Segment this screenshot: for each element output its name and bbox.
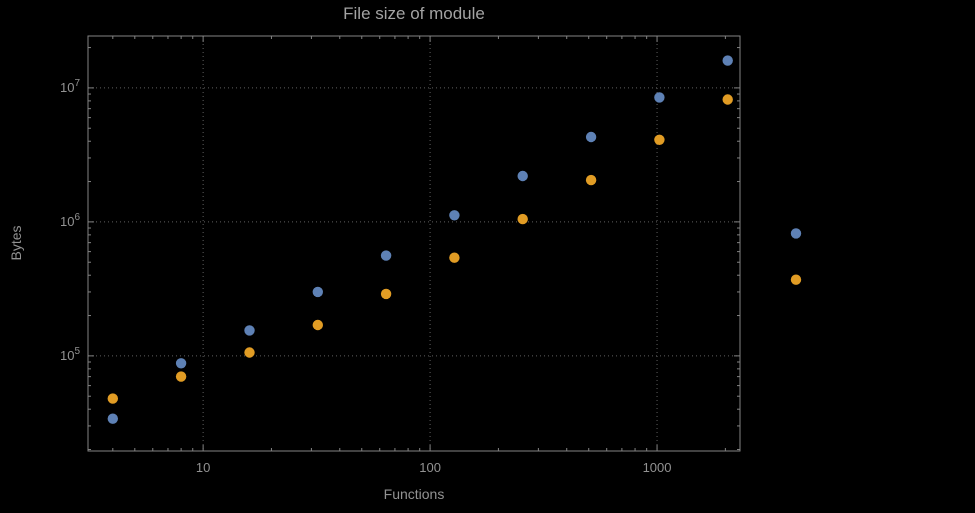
x-axis-label: Functions	[383, 486, 445, 502]
series-orange-point	[312, 319, 323, 331]
series-blue-point	[107, 413, 119, 424]
series-orange-point	[790, 274, 802, 285]
series-blue-point	[790, 228, 802, 239]
series-orange-point	[244, 347, 255, 358]
series-blue-point	[654, 92, 665, 103]
series-orange-point	[107, 393, 119, 404]
y-tick-label: 107	[60, 78, 80, 95]
series-blue-point	[175, 358, 187, 369]
x-tick-label: 1000	[643, 460, 672, 475]
series-orange-point	[585, 174, 597, 186]
series-orange-point	[380, 288, 392, 300]
series-blue-point	[312, 286, 323, 298]
plot-frame	[87, 35, 741, 452]
y-tick-label: 105	[60, 346, 80, 363]
series-blue-point	[585, 131, 597, 143]
series-orange-point	[175, 371, 187, 382]
y-tick-label: 106	[60, 212, 80, 229]
series-blue-point	[517, 170, 528, 182]
series-blue-point	[244, 325, 255, 336]
x-tick-label: 10	[196, 460, 210, 475]
series-blue-point	[449, 210, 460, 221]
series-blue-point	[380, 250, 392, 261]
series-orange-point	[654, 134, 665, 145]
chart-title: File size of module	[343, 4, 485, 23]
x-tick-label: 100	[419, 460, 441, 475]
series-orange-point	[449, 252, 460, 263]
series-orange-point	[517, 213, 528, 225]
series-blue-point	[722, 55, 733, 66]
y-axis-label: Bytes	[8, 225, 24, 261]
series-orange-point	[722, 94, 733, 105]
